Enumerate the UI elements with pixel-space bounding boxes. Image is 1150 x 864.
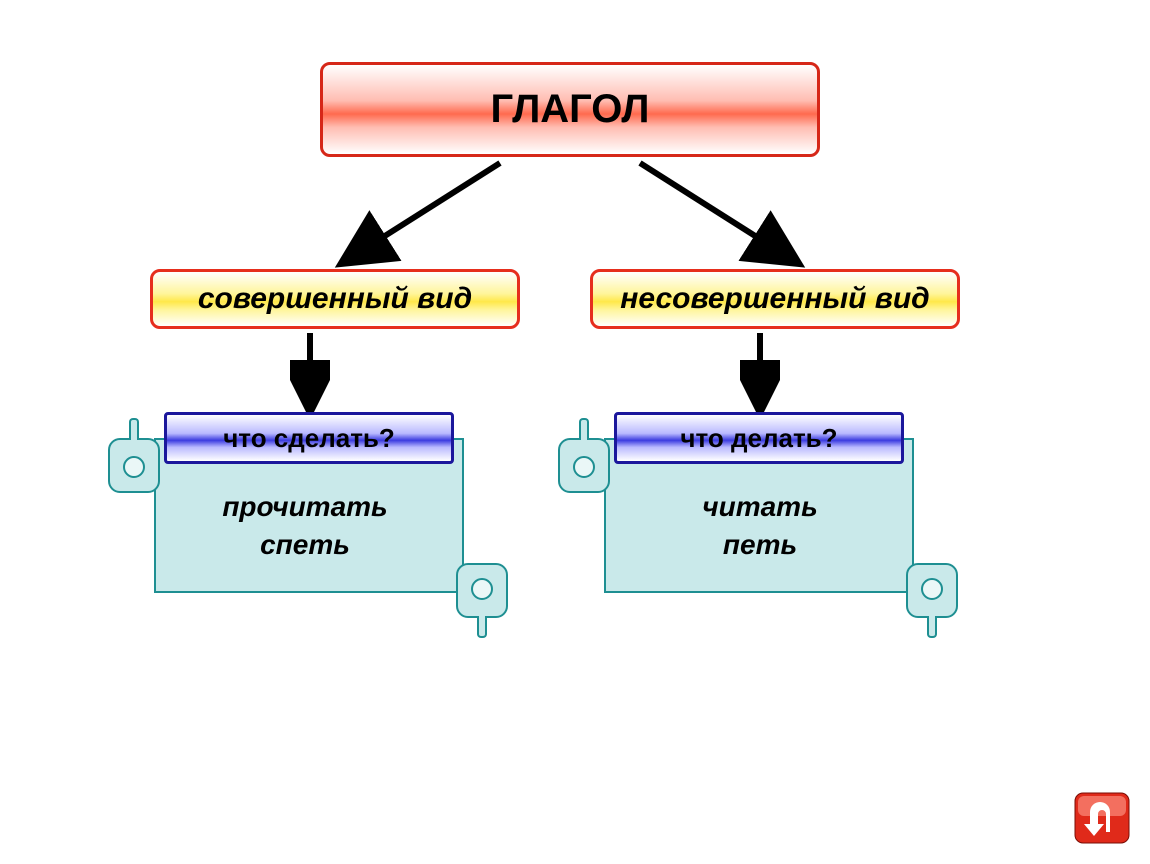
examples-left: прочитать спеть <box>200 488 410 564</box>
perfective-label: совершенный вид <box>198 282 472 316</box>
arrow-right-down <box>740 330 780 415</box>
arrow-root-to-left <box>330 158 530 273</box>
question-left-box: что сделать? <box>164 412 454 464</box>
arrow-left-down <box>290 330 330 415</box>
question-right-box: что делать? <box>614 412 904 464</box>
back-icon[interactable] <box>1074 792 1130 844</box>
imperfective-label: несовершенный вид <box>620 282 929 316</box>
question-left-text: что сделать? <box>223 423 395 454</box>
perfective-box: совершенный вид <box>150 269 520 329</box>
title-box: ГЛАГОЛ <box>320 62 820 157</box>
arrow-root-to-right <box>610 158 810 273</box>
imperfective-box: несовершенный вид <box>590 269 960 329</box>
question-right-text: что делать? <box>680 423 837 454</box>
examples-right: читать петь <box>660 488 860 564</box>
title-text: ГЛАГОЛ <box>491 87 650 132</box>
